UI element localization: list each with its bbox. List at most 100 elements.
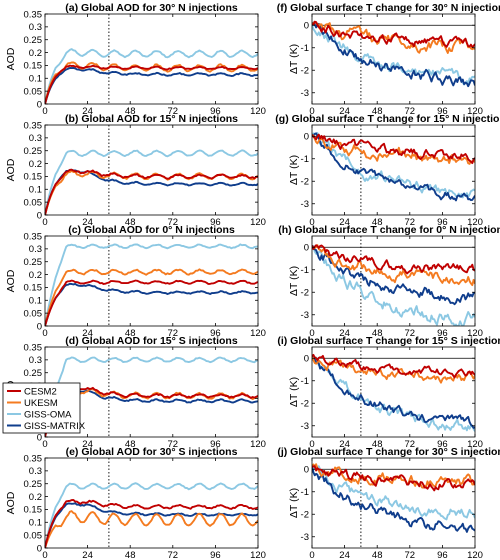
y-tick-label: 0.25 (24, 368, 43, 379)
panel-title-f: (f) Global surface T change for 30° N in… (277, 2, 500, 14)
series-line-cesm2 (312, 20, 475, 48)
x-tick-label: 120 (467, 217, 483, 228)
panel-title-h: (h) Global surface T change for 0° N inj… (278, 224, 500, 236)
x-tick-label: 24 (82, 550, 93, 560)
x-tick-label: 72 (405, 439, 416, 450)
series-line-giss-matrix (312, 466, 475, 533)
y-tick-label: 0.3 (29, 466, 42, 477)
x-tick-label: 0 (309, 106, 314, 117)
series-line-cesm2 (45, 279, 258, 326)
y-tick-label: 0.1 (29, 185, 42, 196)
x-tick-label: 0 (42, 550, 47, 560)
y-tick-label: 0.2 (29, 270, 42, 281)
y-tick-label: 0.2 (29, 159, 42, 170)
y-tick-label: -2 (301, 66, 309, 77)
y-tick-label: 0.35 (24, 9, 43, 20)
series-line-ukesm (45, 510, 258, 548)
x-tick-label: 0 (42, 217, 47, 228)
y-tick-label: 0.15 (24, 283, 43, 294)
x-tick-label: 48 (372, 106, 383, 117)
x-tick-label: 48 (125, 439, 136, 450)
y-tick-label: 0.1 (29, 518, 42, 529)
plot-frame (44, 13, 259, 105)
x-tick-label: 0 (309, 550, 314, 560)
x-tick-label: 24 (339, 550, 350, 560)
legend-label-ukesm: UKESM (24, 398, 58, 409)
x-tick-label: 96 (210, 217, 221, 228)
y-tick-label: -3 (301, 421, 309, 432)
y-tick-label: -3 (301, 310, 309, 321)
y-tick-label: 0 (304, 21, 309, 32)
y-tick-label: 0.2 (29, 492, 42, 503)
y-axis-label: ΔT (K) (288, 377, 300, 407)
panel-title-b: (b) Global AOD for 15° N injections (65, 113, 238, 125)
panel-title-a: (a) Global AOD for 30° N injections (65, 2, 238, 14)
y-tick-label: 0 (304, 132, 309, 143)
x-tick-label: 48 (372, 217, 383, 228)
x-tick-label: 72 (168, 439, 179, 450)
y-tick-label: 0.05 (24, 308, 43, 319)
series-line-giss-matrix (312, 245, 475, 306)
legend-label-giss-oma: GISS-OMA (24, 409, 72, 420)
x-tick-label: 96 (210, 439, 221, 450)
series-line-giss-matrix (312, 132, 475, 202)
x-tick-label: 0 (42, 439, 47, 450)
series-line-cesm2 (312, 244, 475, 275)
series-line-giss-oma (312, 24, 475, 86)
x-tick-label: 24 (82, 106, 93, 117)
panel-title-d: (d) Global AOD for 15° S injections (65, 335, 238, 347)
x-tick-label: 120 (250, 106, 266, 117)
series-line-ukesm (45, 268, 258, 326)
y-tick-label: -1 (301, 43, 309, 54)
y-tick-label: 0.15 (24, 505, 43, 516)
y-tick-label: -1 (301, 487, 309, 498)
x-tick-label: 120 (467, 106, 483, 117)
series-line-giss-matrix (312, 356, 475, 429)
series-line-ukesm (45, 169, 258, 215)
plot-frame (311, 346, 476, 438)
y-tick-label: -3 (301, 88, 309, 99)
y-tick-label: 0.1 (29, 74, 42, 85)
y-axis-label: AOD (5, 158, 17, 181)
series-line-ukesm (312, 244, 475, 287)
series-line-cesm2 (312, 353, 475, 379)
series-line-cesm2 (45, 168, 258, 215)
y-tick-label: 0.25 (24, 35, 43, 46)
panel-a: (a) Global AOD for 30° N injections 0 24 48… (5, 2, 266, 117)
panel-h: (h) Global surface T change for 0° N inj… (278, 224, 500, 339)
y-tick-label: 0 (37, 321, 42, 332)
x-tick-label: 96 (437, 328, 448, 339)
panel-title-c: (c) Global AOD for 0° N injections (68, 224, 235, 236)
x-tick-label: 48 (125, 106, 136, 117)
legend-label-cesm2: CESM2 (24, 386, 57, 397)
x-tick-label: 24 (82, 328, 93, 339)
x-tick-label: 72 (168, 106, 179, 117)
y-tick-label: 0.3 (29, 244, 42, 255)
y-tick-label: 0.2 (29, 48, 42, 59)
y-tick-label: 0.35 (24, 453, 43, 464)
series-line-giss-matrix (45, 66, 258, 104)
x-tick-label: 72 (405, 328, 416, 339)
panel-j: (j) Global surface T change for 30° S in… (277, 446, 500, 560)
panel-d: (d) Global AOD for 15° S injections 0 24 48… (5, 335, 266, 450)
x-tick-label: 48 (125, 550, 136, 560)
y-tick-label: -1 (301, 154, 309, 165)
y-axis-label: AOD (5, 491, 17, 514)
plot-frame (311, 13, 476, 105)
y-tick-label: 0.35 (24, 231, 43, 242)
y-tick-label: 0.25 (24, 257, 43, 268)
y-tick-label: 0 (37, 210, 42, 221)
series-line-cesm2 (45, 386, 258, 437)
x-tick-label: 24 (339, 217, 350, 228)
x-tick-label: 24 (82, 217, 93, 228)
y-tick-label: 0 (37, 432, 42, 443)
y-tick-label: 0 (304, 243, 309, 254)
y-tick-label: 0.25 (24, 146, 43, 157)
y-axis-label: ΔT (K) (288, 44, 300, 74)
y-tick-label: -2 (301, 399, 309, 410)
x-tick-label: 72 (405, 217, 416, 228)
x-tick-label: 48 (372, 550, 383, 560)
y-axis-label: AOD (5, 269, 17, 292)
panel-i: (i) Global surface T change for 15° S in… (277, 335, 500, 450)
